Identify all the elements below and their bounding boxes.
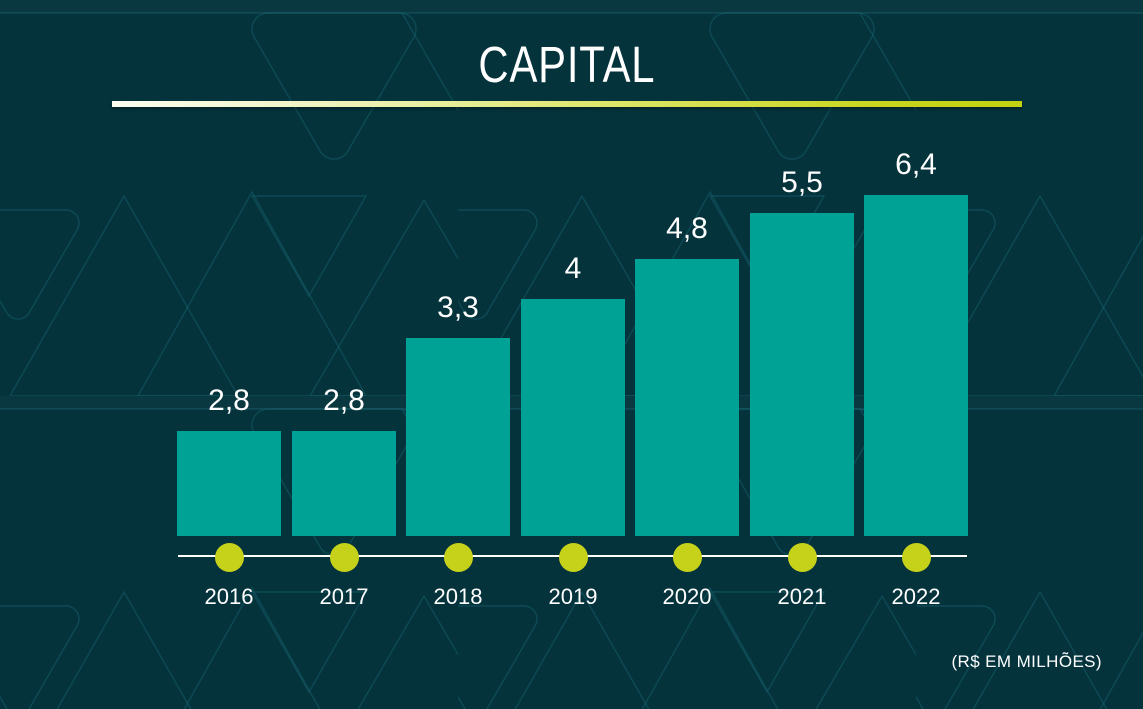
axis-dot [672, 542, 702, 572]
x-tick-label: 2022 [891, 584, 941, 609]
bar [750, 213, 854, 536]
axis-dot [329, 542, 359, 572]
bar [177, 431, 281, 536]
axis-dot [443, 542, 473, 572]
x-tick-label: 2017 [319, 584, 369, 609]
x-tick-label: 2021 [777, 584, 827, 609]
x-tick-label: 2018 [433, 584, 483, 609]
unit-note: (R$ EM MILHÕES) [951, 652, 1102, 671]
bar-value-label: 6,4 [895, 148, 937, 181]
x-tick-label: 2019 [548, 584, 598, 609]
page-title: CAPITAL [112, 36, 1022, 94]
bar-value-label: 4 [564, 252, 582, 285]
page-title-text: CAPITAL [478, 36, 656, 93]
axis-dot [558, 542, 588, 572]
bar-value-label: 3,3 [437, 291, 479, 324]
x-tick-label: 2016 [204, 584, 254, 609]
header: CAPITAL [112, 36, 1022, 94]
x-tick-label: 2020 [662, 584, 712, 609]
bar [292, 431, 396, 536]
axis-dot [214, 542, 244, 572]
bar [521, 299, 625, 536]
bar [635, 259, 739, 536]
bar-value-label: 2,8 [208, 384, 250, 417]
bar-value-label: 5,5 [781, 166, 823, 199]
axis-dot [787, 542, 817, 572]
bar-value-label: 2,8 [323, 384, 365, 417]
bar [406, 338, 510, 536]
title-underline [112, 101, 1022, 107]
bar [864, 195, 968, 536]
axis-dot [901, 542, 931, 572]
bar-value-label: 4,8 [666, 212, 708, 245]
